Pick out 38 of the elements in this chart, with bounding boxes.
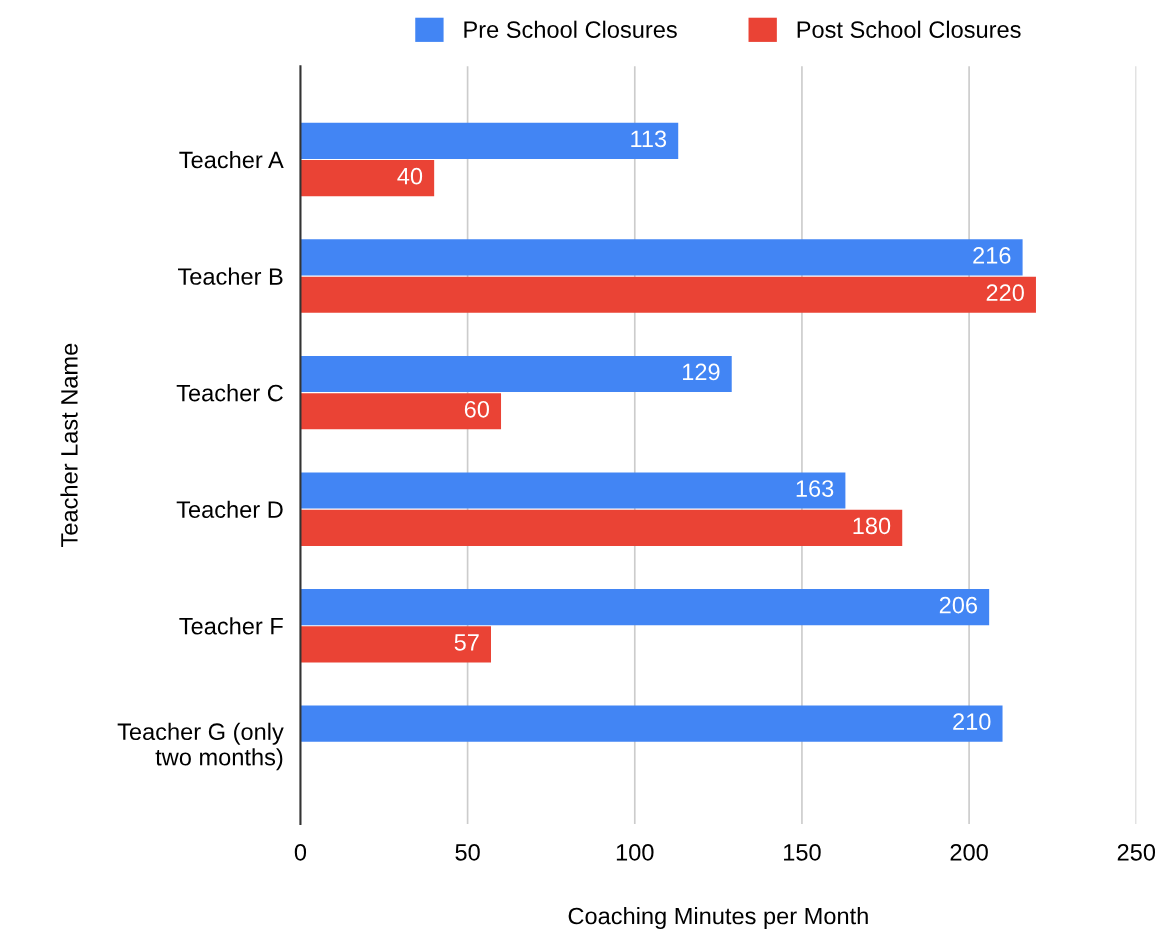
data-label: 206 <box>939 596 978 614</box>
data-label: 180 <box>853 517 891 535</box>
bar <box>300 589 990 626</box>
x-tick-label: 150 <box>784 843 821 861</box>
legend-label: Pre School Closures <box>464 20 677 39</box>
bar <box>300 276 1036 313</box>
data-label: 216 <box>973 247 1011 264</box>
y-tick-label: Teacher B <box>178 267 283 285</box>
bar <box>300 626 491 663</box>
x-tick-label: 250 <box>1117 843 1156 861</box>
y-tick-label: Teacher F <box>179 617 283 635</box>
x-axis-title: Coaching Minutes per Month <box>568 907 868 930</box>
data-label: 163 <box>796 480 834 497</box>
y-tick-label: Teacher C <box>176 384 283 402</box>
x-tick-label: 200 <box>950 843 988 861</box>
bar <box>300 393 502 430</box>
y-axis-title: Teacher Last Name <box>60 343 78 547</box>
bar <box>300 239 1023 276</box>
y-tick-label: Teacher D <box>176 500 283 518</box>
y-tick-label: Teacher A <box>179 150 284 169</box>
x-tick-label: 0 <box>294 843 307 861</box>
legend-label: Post School Closures <box>797 20 1021 39</box>
bar <box>300 705 1003 742</box>
bar <box>300 122 679 159</box>
data-label: 40 <box>397 167 423 185</box>
bar <box>300 355 732 393</box>
data-label: 129 <box>683 363 720 381</box>
bar <box>300 160 435 197</box>
bar <box>300 509 903 546</box>
y-tick-label: Teacher G (only two months) <box>117 722 284 771</box>
x-tick-label: 100 <box>616 843 654 861</box>
x-tick-label: 50 <box>455 843 480 861</box>
data-label: 113 <box>631 130 667 148</box>
data-label: 210 <box>953 713 991 730</box>
data-label: 220 <box>986 284 1024 302</box>
data-label: 60 <box>464 400 489 418</box>
data-label: 57 <box>454 634 479 651</box>
bar <box>300 472 846 509</box>
